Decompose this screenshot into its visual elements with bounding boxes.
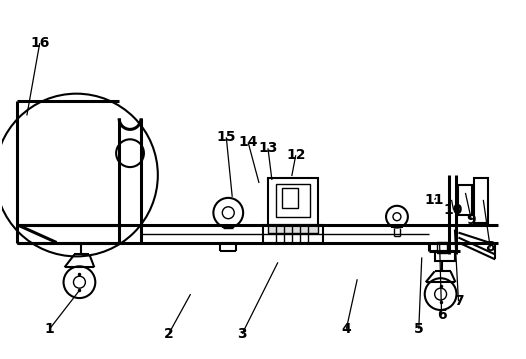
Bar — [263, 225, 322, 243]
Text: 6: 6 — [437, 308, 447, 322]
Text: 1: 1 — [45, 322, 55, 336]
Text: 2: 2 — [164, 327, 174, 341]
Text: 7: 7 — [453, 294, 463, 308]
Text: 5: 5 — [414, 322, 423, 336]
Bar — [282, 188, 298, 208]
Bar — [437, 242, 447, 253]
Text: 11: 11 — [425, 193, 444, 207]
Bar — [268, 225, 318, 233]
Bar — [268, 178, 318, 225]
Text: 8: 8 — [485, 241, 495, 255]
Text: 12: 12 — [286, 148, 306, 162]
Text: 13: 13 — [258, 141, 278, 155]
Text: 10: 10 — [444, 203, 463, 217]
Text: 16: 16 — [30, 36, 49, 50]
Text: 9: 9 — [467, 213, 476, 227]
Bar — [459, 185, 472, 215]
Text: 15: 15 — [217, 130, 236, 144]
Bar — [474, 178, 488, 223]
Text: 3: 3 — [237, 327, 247, 341]
Text: 14: 14 — [238, 135, 258, 149]
Bar — [434, 251, 454, 261]
Text: 4: 4 — [341, 322, 351, 336]
Bar — [276, 184, 310, 217]
